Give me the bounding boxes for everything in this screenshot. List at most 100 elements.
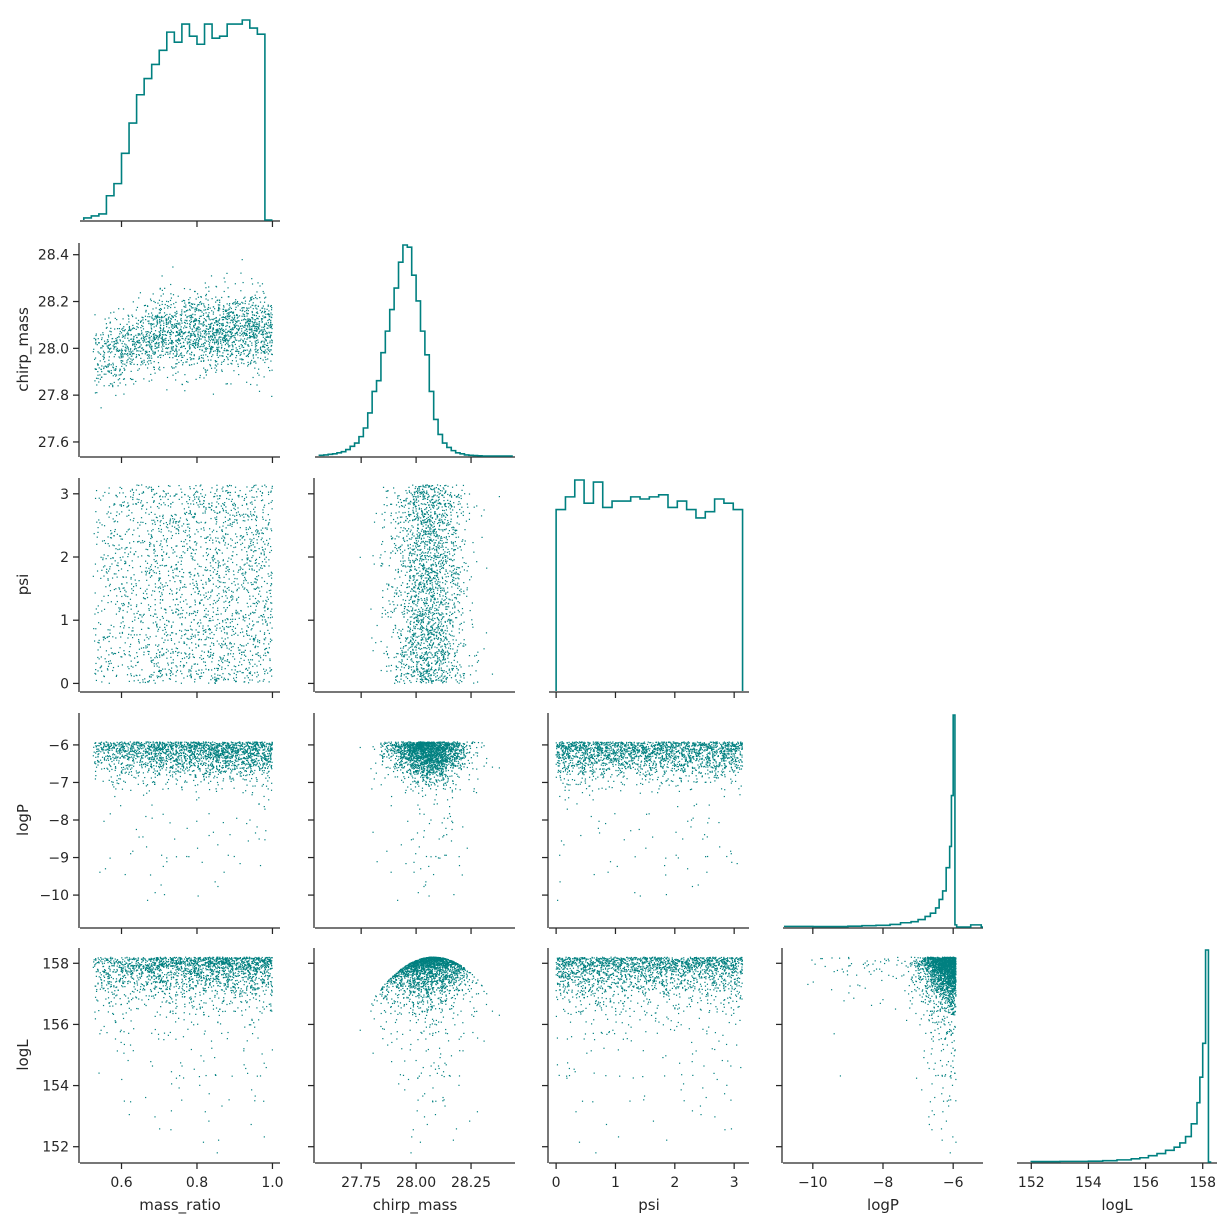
scatter-point: [198, 323, 199, 324]
scatter-point: [235, 547, 236, 548]
scatter-point: [266, 351, 267, 352]
scatter-point: [97, 378, 98, 379]
scatter-point: [127, 611, 128, 612]
scatter-point: [141, 338, 142, 339]
scatter-point: [115, 343, 116, 344]
scatter-point: [231, 353, 232, 354]
scatter-point: [263, 337, 264, 338]
scatter-point: [269, 538, 270, 539]
scatter-point: [140, 542, 141, 543]
scatter-point: [244, 297, 245, 298]
scatter-point: [239, 649, 240, 650]
scatter-point: [137, 342, 138, 343]
scatter-point: [416, 580, 417, 581]
scatter-point: [171, 348, 172, 349]
scatter-point: [228, 346, 229, 347]
scatter-point: [458, 644, 459, 645]
scatter-point: [175, 366, 176, 367]
scatter-point: [208, 579, 209, 580]
scatter-point: [95, 663, 96, 664]
scatter-point: [240, 290, 241, 291]
scatter-point: [114, 521, 115, 522]
scatter-point: [231, 559, 232, 560]
scatter-point: [263, 519, 264, 520]
scatter-point: [223, 559, 224, 560]
scatter-point: [256, 315, 257, 316]
scatter-point: [252, 584, 253, 585]
scatter-point: [440, 642, 441, 643]
scatter-point: [255, 550, 256, 551]
scatter-point: [151, 363, 152, 364]
scatter-point: [243, 326, 244, 327]
scatter-point: [149, 316, 150, 317]
scatter-point: [255, 344, 256, 345]
scatter-point: [484, 509, 485, 510]
scatter-point: [253, 551, 254, 552]
scatter-point: [184, 300, 185, 301]
scatter-point: [249, 569, 250, 570]
scatter-point: [121, 357, 122, 358]
scatter-point: [206, 552, 207, 553]
scatter-point: [265, 357, 266, 358]
scatter-point: [99, 498, 100, 499]
scatter-point: [429, 621, 430, 622]
scatter-point: [175, 675, 176, 676]
scatter-point: [249, 662, 250, 663]
scatter-point: [189, 346, 190, 347]
scatter-point: [221, 643, 222, 644]
scatter-point: [239, 539, 240, 540]
scatter-point: [250, 350, 251, 351]
scatter-point: [264, 326, 265, 327]
scatter-point: [150, 570, 151, 571]
scatter-point: [123, 627, 124, 628]
scatter-point: [167, 305, 168, 306]
scatter-point: [232, 346, 233, 347]
scatter-point: [184, 325, 185, 326]
scatter-point: [118, 544, 119, 545]
scatter-point: [254, 361, 255, 362]
scatter-point: [217, 489, 218, 490]
scatter-point: [412, 644, 413, 645]
scatter-point: [109, 663, 110, 664]
scatter-point: [235, 283, 236, 284]
scatter-point: [231, 501, 232, 502]
scatter-point: [115, 318, 116, 319]
scatter-point: [149, 342, 150, 343]
scatter-point: [206, 638, 207, 639]
scatter-point: [270, 322, 271, 323]
scatter-point: [198, 329, 199, 330]
scatter-point: [166, 652, 167, 653]
scatter-point: [190, 333, 191, 334]
scatter-point: [104, 525, 105, 526]
scatter-point: [170, 657, 171, 658]
scatter-point: [249, 326, 250, 327]
scatter-point: [246, 633, 247, 634]
scatter-point: [161, 346, 162, 347]
scatter-point: [411, 555, 412, 556]
scatter-point: [143, 349, 144, 350]
scatter-point: [216, 365, 217, 366]
scatter-point: [262, 568, 263, 569]
scatter-point: [256, 318, 257, 319]
scatter-point: [157, 520, 158, 521]
scatter-point: [271, 578, 272, 579]
scatter-point: [269, 552, 270, 553]
scatter-point: [233, 547, 234, 548]
scatter-point: [203, 527, 204, 528]
scatter-point: [103, 639, 104, 640]
scatter-point: [181, 635, 182, 636]
scatter-point: [409, 562, 410, 563]
scatter-point: [270, 349, 271, 350]
scatter-point: [196, 496, 197, 497]
scatter-point: [419, 537, 420, 538]
scatter-point: [210, 656, 211, 657]
scatter-point: [199, 501, 200, 502]
scatter-point: [235, 612, 236, 613]
scatter-point: [180, 661, 181, 662]
scatter-point: [205, 608, 206, 609]
scatter-point: [121, 622, 122, 623]
scatter-point: [156, 517, 157, 518]
scatter-point: [147, 563, 148, 564]
scatter-point: [171, 638, 172, 639]
scatter-point: [384, 526, 385, 527]
